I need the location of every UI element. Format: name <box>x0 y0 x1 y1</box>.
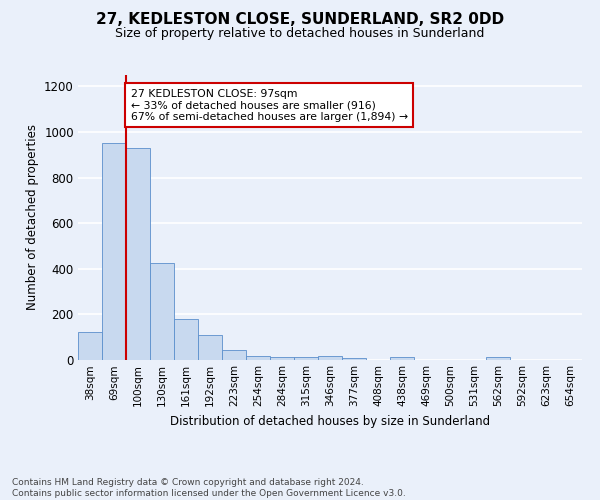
Bar <box>486 358 510 360</box>
Text: Contains HM Land Registry data © Crown copyright and database right 2024.
Contai: Contains HM Land Registry data © Crown c… <box>12 478 406 498</box>
Bar <box>222 350 246 360</box>
Bar <box>198 335 222 360</box>
Text: 27, KEDLESTON CLOSE, SUNDERLAND, SR2 0DD: 27, KEDLESTON CLOSE, SUNDERLAND, SR2 0DD <box>96 12 504 28</box>
Bar <box>102 144 126 360</box>
Bar <box>246 356 270 360</box>
Text: Size of property relative to detached houses in Sunderland: Size of property relative to detached ho… <box>115 28 485 40</box>
Bar <box>318 356 342 360</box>
Bar <box>126 148 150 360</box>
Bar <box>270 356 294 360</box>
Text: 27 KEDLESTON CLOSE: 97sqm
← 33% of detached houses are smaller (916)
67% of semi: 27 KEDLESTON CLOSE: 97sqm ← 33% of detac… <box>131 88 408 122</box>
Bar <box>294 356 318 360</box>
Y-axis label: Number of detached properties: Number of detached properties <box>26 124 38 310</box>
Bar <box>390 358 414 360</box>
Bar <box>150 263 174 360</box>
X-axis label: Distribution of detached houses by size in Sunderland: Distribution of detached houses by size … <box>170 414 490 428</box>
Bar <box>174 319 198 360</box>
Bar <box>78 332 102 360</box>
Bar <box>342 358 366 360</box>
